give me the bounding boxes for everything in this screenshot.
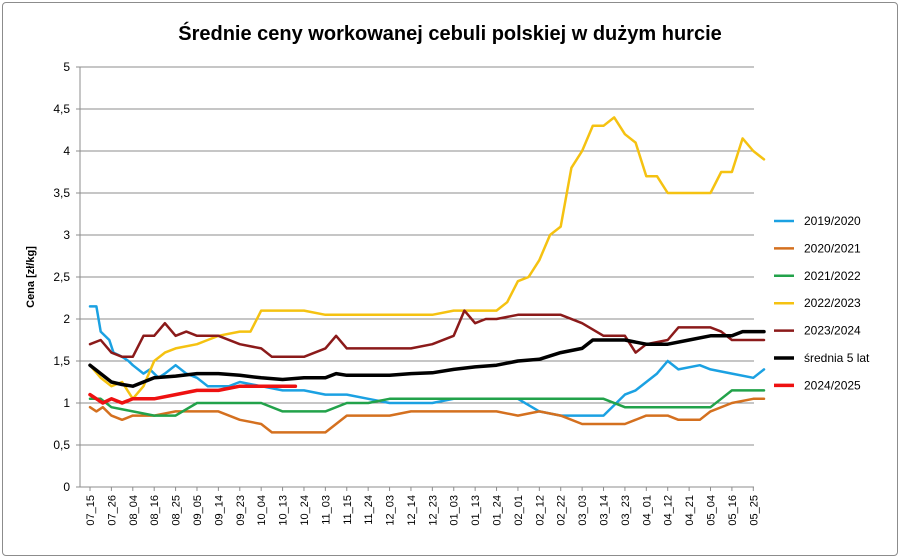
x-tick-label: 02_12 — [534, 495, 546, 526]
legend-label-4: 2023/2024 — [804, 324, 861, 338]
x-tick-label: 09_05 — [192, 495, 204, 526]
x-tick-label: 01_13 — [470, 495, 482, 526]
legend-label-5: średnia 5 lat — [804, 351, 870, 365]
x-tick-label: 12_14 — [406, 495, 418, 526]
x-tick-label: 10_04 — [256, 495, 268, 526]
series-line-5 — [88, 329, 766, 388]
x-tick-label: 12_23 — [427, 495, 439, 526]
chart-title: Średnie ceny workowanej cebuli polskiej … — [178, 21, 722, 45]
legend-label-1: 2020/2021 — [804, 241, 861, 255]
y-axis-label: Cena [zł/kg] — [25, 246, 37, 308]
y-tick-label: 4 — [63, 144, 70, 158]
x-tick-label: 10_24 — [299, 495, 311, 526]
legend-label-3: 2022/2023 — [804, 296, 861, 310]
x-tick-label: 09_23 — [235, 495, 247, 526]
x-tick-label: 12_03 — [385, 495, 397, 526]
legend-label-6: 2024/2025 — [804, 378, 861, 392]
legend-label-2: 2021/2022 — [804, 269, 861, 283]
x-tick-label: 05_04 — [706, 495, 718, 526]
x-tick-label: 09_14 — [213, 495, 225, 526]
series-line-1 — [88, 397, 766, 434]
y-tick-label: 2,5 — [53, 270, 70, 284]
y-tick-label: 0,5 — [53, 438, 70, 452]
legend-label-0: 2019/2020 — [804, 214, 861, 228]
y-tick-label: 5 — [63, 60, 70, 74]
x-tick-label: 07_26 — [106, 495, 118, 526]
x-tick-label: 03_14 — [599, 495, 611, 526]
x-tick-label: 11_24 — [363, 495, 375, 525]
x-tick-label: 01_03 — [449, 495, 461, 526]
series-line-2 — [88, 389, 766, 417]
y-tick-label: 3,5 — [53, 186, 70, 200]
x-tick-label: 08_04 — [128, 495, 140, 526]
y-tick-label: 4,5 — [53, 102, 70, 116]
y-tick-label: 0 — [63, 480, 70, 494]
x-tick-label: 01_24 — [492, 495, 504, 526]
x-tick-label: 11_03 — [320, 495, 332, 525]
y-tick-label: 3 — [63, 228, 70, 242]
series-line-4 — [88, 309, 766, 359]
x-tick-label: 02_22 — [556, 495, 568, 526]
x-tick-label: 05_16 — [727, 495, 739, 526]
series-line-0 — [88, 305, 766, 417]
x-tick-label: 04_21 — [684, 495, 696, 526]
x-tick-label: 07_15 — [85, 495, 97, 526]
y-tick-label: 1 — [63, 396, 70, 410]
x-tick-label: 08_25 — [171, 495, 183, 526]
x-tick-label: 02_01 — [513, 495, 525, 526]
series-line-6 — [88, 384, 298, 405]
x-tick-label: 11_15 — [342, 495, 354, 525]
x-tick-label: 04_01 — [641, 495, 653, 526]
x-tick-label: 10_13 — [278, 495, 290, 526]
x-tick-label: 03_03 — [577, 495, 589, 526]
x-tick-label: 08_16 — [149, 495, 161, 526]
y-tick-label: 1,5 — [53, 354, 70, 368]
x-tick-label: 04_12 — [663, 495, 675, 526]
y-tick-label: 2 — [63, 312, 70, 326]
series-line-3 — [88, 116, 766, 401]
x-tick-label: 03_23 — [620, 495, 632, 526]
x-tick-label: 05_25 — [748, 495, 760, 526]
